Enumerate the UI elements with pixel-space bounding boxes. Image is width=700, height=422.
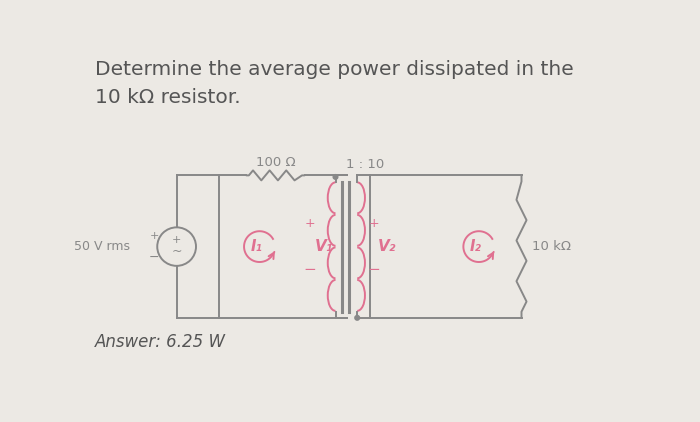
Circle shape xyxy=(333,175,338,179)
Text: −: − xyxy=(149,251,160,264)
Text: V₂: V₂ xyxy=(378,239,397,254)
Text: 1 : 10: 1 : 10 xyxy=(346,158,384,171)
Text: I₁: I₁ xyxy=(251,239,262,254)
Text: 100 Ω: 100 Ω xyxy=(256,156,295,169)
Circle shape xyxy=(355,316,360,320)
Text: I₂: I₂ xyxy=(470,239,482,254)
Text: +: + xyxy=(150,231,159,241)
Text: +: + xyxy=(304,217,315,230)
Text: 10 kΩ resistor.: 10 kΩ resistor. xyxy=(95,88,241,107)
Text: 10 kΩ: 10 kΩ xyxy=(531,240,570,253)
Text: +: + xyxy=(172,235,181,245)
Text: −: − xyxy=(304,262,316,277)
Text: −: − xyxy=(368,262,381,277)
Text: Answer: 6.25 W: Answer: 6.25 W xyxy=(95,333,226,351)
Text: V₁: V₁ xyxy=(315,239,333,254)
Text: 50 V rms: 50 V rms xyxy=(74,240,130,253)
Text: Determine the average power dissipated in the: Determine the average power dissipated i… xyxy=(95,60,574,79)
Text: ~: ~ xyxy=(172,245,182,258)
Text: +: + xyxy=(369,217,379,230)
